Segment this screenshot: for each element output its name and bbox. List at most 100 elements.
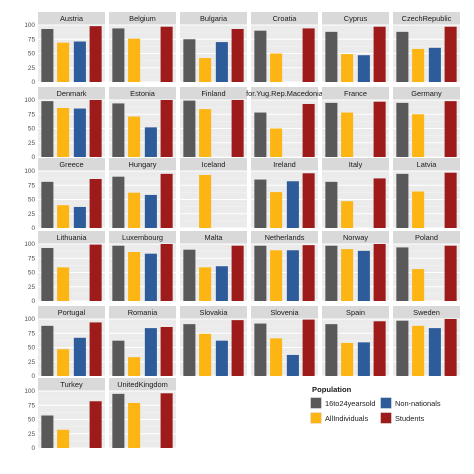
panel-sweden: Sweden <box>393 306 460 377</box>
bar-austria-16to24yearsold <box>41 28 54 83</box>
strip-label-malta: Malta <box>204 233 223 242</box>
legend-swatch-16to24yearsold <box>310 397 322 409</box>
strip-label-lithuania: Lithuania <box>57 233 88 242</box>
strip-label-for-yug-rep-macedonia: for.Yug.Rep.Macedonia <box>246 89 324 98</box>
strip-latvia <box>393 158 460 171</box>
strip-lithuania <box>38 231 105 244</box>
y-tick-label: 100 <box>24 241 35 248</box>
panel-poland: Poland <box>393 231 460 302</box>
y-tick-label: 25 <box>28 140 36 147</box>
legend-label-students: Students <box>395 414 424 423</box>
bar-bulgaria-students <box>231 28 244 83</box>
bar-latvia-allindividuals <box>412 191 425 228</box>
strip-turkey <box>38 378 105 391</box>
strip-malta <box>180 231 247 244</box>
bar-estonia-16to24yearsold <box>112 103 125 157</box>
y-tick-label: 25 <box>28 359 36 366</box>
strip-france <box>322 87 389 100</box>
bar-ireland-students <box>302 173 315 228</box>
bar-ireland-non-nationals <box>286 181 299 228</box>
bar-for-yug-rep-macedonia-students <box>302 103 315 157</box>
bar-czechrepublic-non-nationals <box>428 47 441 82</box>
strip-for-yug-rep-macedonia <box>251 87 318 100</box>
bar-finland-16to24yearsold <box>183 100 196 157</box>
y-tick-label: 0 <box>31 298 35 305</box>
y-tick-label: 100 <box>24 97 35 104</box>
strip-label-croatia: Croatia <box>273 14 298 23</box>
panel-croatia: Croatia <box>251 12 318 83</box>
bar-sweden-allindividuals <box>412 325 425 376</box>
bar-slovenia-students <box>302 319 315 376</box>
bar-austria-allindividuals <box>57 42 70 82</box>
bar-cyprus-16to24yearsold <box>325 31 338 82</box>
bar-for-yug-rep-macedonia-allindividuals <box>270 128 283 157</box>
panel-hungary: Hungary <box>109 158 176 229</box>
y-tick-label: 50 <box>28 126 36 133</box>
y-tick-label: 0 <box>31 445 35 452</box>
y-tick-label: 50 <box>28 197 36 204</box>
bar-finland-allindividuals <box>199 109 212 157</box>
bar-turkey-allindividuals <box>57 429 70 448</box>
panel-belgium: Belgium <box>109 12 176 83</box>
strip-belgium <box>109 12 176 25</box>
y-tick-label: 75 <box>28 255 36 262</box>
bar-denmark-students <box>89 100 102 157</box>
bar-greece-students <box>89 178 102 228</box>
bar-germany-16to24yearsold <box>396 102 409 157</box>
bar-hungary-students <box>160 173 173 228</box>
bar-hungary-non-nationals <box>144 194 157 228</box>
bar-slovakia-16to24yearsold <box>183 324 196 376</box>
y-tick-label: 25 <box>28 284 36 291</box>
y-tick-label: 75 <box>28 111 36 118</box>
panel-for-yug-rep-macedonia: for.Yug.Rep.Macedonia <box>246 87 324 158</box>
strip-label-germany: Germany <box>411 89 442 98</box>
bar-bulgaria-non-nationals <box>215 42 228 82</box>
strip-label-norway: Norway <box>343 233 368 242</box>
strip-label-unitedkingdom: UnitedKingdom <box>117 380 168 389</box>
bar-malta-allindividuals <box>199 267 212 301</box>
y-tick-label: 50 <box>28 345 36 352</box>
legend: Population 16to24yearsold Non-nationals All… <box>310 385 441 424</box>
bar-lithuania-16to24yearsold <box>41 247 54 301</box>
strip-label-slovakia: Slovakia <box>200 308 229 317</box>
panel-iceland: Iceland <box>180 158 247 229</box>
y-tick-label: 25 <box>28 431 36 438</box>
panel-cyprus: Cyprus <box>322 12 389 83</box>
bar-italy-allindividuals <box>341 201 354 228</box>
bar-germany-allindividuals <box>412 114 425 157</box>
strip-hungary <box>109 158 176 171</box>
bar-hungary-16to24yearsold <box>112 176 125 228</box>
bar-france-16to24yearsold <box>325 102 338 157</box>
legend-swatch-allindividuals <box>310 412 322 424</box>
bar-slovenia-allindividuals <box>270 338 283 376</box>
bar-netherlands-students <box>302 245 315 301</box>
strip-label-iceland: Iceland <box>202 160 226 169</box>
bar-latvia-students <box>444 172 457 228</box>
y-tick-label: 100 <box>24 388 35 395</box>
legend-label-non-nationals: Non-nationals <box>395 399 441 408</box>
strip-label-czechrepublic: CzechRepublic <box>402 14 452 23</box>
bar-czechrepublic-16to24yearsold <box>396 31 409 82</box>
strip-greece <box>38 158 105 171</box>
strip-cyprus <box>322 12 389 25</box>
y-tick-label: 100 <box>24 168 35 175</box>
bar-cyprus-allindividuals <box>341 54 354 82</box>
bar-france-students <box>373 101 386 157</box>
strip-label-romania: Romania <box>128 308 158 317</box>
y-tick-label: 75 <box>28 330 36 337</box>
bar-romania-allindividuals <box>128 357 141 376</box>
strip-denmark <box>38 87 105 100</box>
y-tick-label: 25 <box>28 211 36 218</box>
panel-latvia: Latvia <box>393 158 460 229</box>
panel-slovenia: Slovenia <box>251 306 318 377</box>
strip-label-denmark: Denmark <box>57 89 87 98</box>
y-tick-label: 75 <box>28 402 36 409</box>
bar-portugal-allindividuals <box>57 349 70 376</box>
bar-norway-students <box>373 244 386 301</box>
strip-netherlands <box>251 231 318 244</box>
bar-lithuania-students <box>89 244 102 301</box>
strip-norway <box>322 231 389 244</box>
strip-label-latvia: Latvia <box>417 160 438 169</box>
y-tick-label: 100 <box>24 316 35 323</box>
